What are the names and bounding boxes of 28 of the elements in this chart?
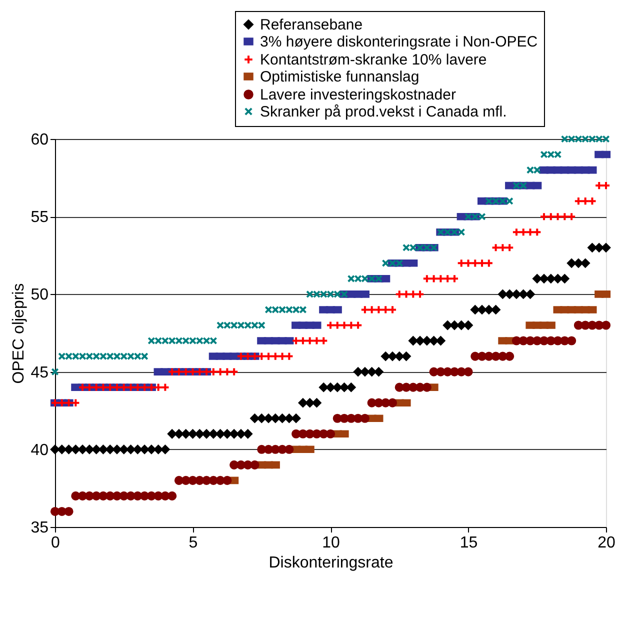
point	[505, 337, 514, 344]
legend-label: Skranker på prod.vekst i Canada mfl.	[260, 104, 507, 120]
point	[340, 430, 349, 438]
x-tick-label: 10	[322, 534, 340, 552]
point	[270, 461, 280, 469]
point	[374, 414, 384, 422]
y-tick-label: 35	[30, 520, 49, 536]
legend-label: Optimistiske funnanslag	[260, 68, 420, 86]
legend-label: Lavere investeringskostnader	[260, 86, 456, 104]
legend-label: 3% høyere diskonteringsrate i Non-OPEC	[260, 34, 538, 50]
point	[588, 306, 597, 314]
point	[546, 322, 556, 329]
legend-label: Referansebane	[260, 16, 363, 34]
x-tick-label: 0	[51, 534, 60, 552]
x-tick-label: 20	[598, 534, 616, 552]
y-tick-label: 45	[30, 364, 49, 382]
x-tick-label: 15	[460, 534, 478, 552]
point	[601, 290, 611, 298]
point	[402, 399, 411, 406]
x-tick-label: 5	[188, 534, 198, 552]
y-tick-label: 55	[30, 209, 49, 226]
y-tick-label: 50	[30, 286, 49, 304]
x-axis-title: Diskonteringsrate	[268, 554, 394, 572]
y-axis-title: OPEC oljepris	[10, 283, 28, 384]
point	[305, 446, 314, 454]
y-tick-label: 60	[30, 132, 49, 148]
y-tick-label: 40	[30, 442, 49, 459]
legend-label: Kontantstrøm-skranke 10% lavere	[260, 52, 487, 68]
